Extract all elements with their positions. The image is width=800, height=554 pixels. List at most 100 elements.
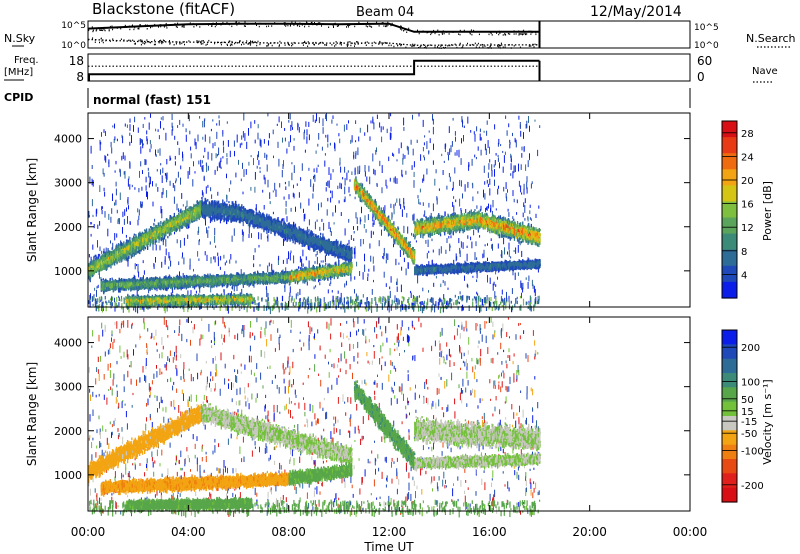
nsky-mark	[125, 25, 126, 27]
power-noise-mark	[123, 152, 124, 159]
power-noise-mark	[107, 154, 108, 156]
power-noise-mark	[195, 171, 196, 173]
power-noise-mark	[518, 116, 519, 120]
nsearch-mark	[124, 40, 125, 42]
power-noise-mark	[315, 261, 316, 264]
power-noise-mark	[395, 176, 396, 183]
nsearch-mark	[224, 42, 225, 44]
power-noise-mark	[454, 167, 455, 173]
nsearch-mark	[232, 44, 233, 46]
nsky-mark	[521, 33, 522, 35]
nsearch-mark	[347, 44, 348, 46]
power-noise-mark	[485, 208, 486, 212]
power-near-range-mark	[504, 300, 505, 304]
power-noise-mark	[108, 162, 109, 164]
power-near-range-mark	[375, 297, 376, 303]
power-noise-mark	[399, 148, 400, 153]
power-near-range-mark	[415, 297, 416, 302]
power-near-range-mark	[469, 305, 470, 311]
power-noise-mark	[349, 240, 350, 245]
noise-tick-left-top: 10^5	[61, 21, 86, 31]
power-noise-mark	[208, 226, 209, 228]
power-noise-mark	[103, 168, 104, 174]
power-noise-mark	[455, 295, 456, 298]
nsky-mark	[120, 28, 121, 30]
power-noise-mark	[160, 245, 161, 250]
nsky-mark	[369, 25, 370, 27]
power-noise-mark	[158, 129, 159, 132]
power-noise-mark	[434, 179, 435, 186]
power-noise-mark	[481, 150, 482, 156]
power-noise-mark	[163, 128, 164, 130]
nsearch-mark	[482, 44, 483, 46]
power-noise-mark	[112, 194, 113, 202]
power-near-range-mark	[501, 301, 502, 303]
nsky-mark	[492, 34, 493, 36]
power-noise-mark	[484, 193, 485, 199]
power-noise-mark	[302, 163, 303, 171]
power-noise-mark	[156, 245, 157, 251]
power-noise-mark	[104, 192, 105, 197]
power-noise-mark	[350, 179, 351, 182]
power-noise-mark	[412, 215, 413, 221]
power-near-range-mark	[444, 298, 445, 304]
nsky-mark	[529, 31, 530, 32]
power-noise-mark	[108, 214, 109, 220]
power-noise-mark	[318, 165, 319, 167]
power-noise-mark	[505, 152, 506, 155]
power-noise-mark	[428, 251, 429, 253]
power-noise-mark	[474, 131, 475, 134]
power-noise-mark	[183, 204, 184, 206]
power-noise-mark	[264, 153, 265, 158]
nsearch-mark	[354, 45, 355, 47]
power-near-range-mark	[482, 299, 483, 305]
nsky-mark	[453, 31, 454, 33]
power-noise-mark	[445, 250, 446, 254]
power-near-range-mark	[267, 296, 268, 301]
power-noise-mark	[377, 115, 378, 119]
power-near-range-mark	[480, 305, 481, 312]
nsky-mark	[442, 32, 443, 34]
power-noise-mark	[366, 177, 367, 182]
power-noise-mark	[478, 146, 479, 150]
nsky-mark	[405, 29, 406, 31]
nsearch-mark	[491, 47, 492, 49]
power-noise-mark	[531, 218, 532, 221]
power-noise-mark	[420, 154, 421, 161]
power-noise-mark	[120, 193, 121, 201]
station-title: Blackstone (fitACF)	[92, 0, 235, 18]
power-noise-mark	[515, 273, 516, 280]
power-noise-mark	[370, 136, 371, 141]
nsky-mark	[247, 23, 248, 25]
power-near-range-mark	[490, 297, 491, 301]
power-noise-mark	[168, 266, 169, 269]
nsky-mark	[514, 33, 515, 35]
power-near-range-mark	[93, 296, 94, 301]
power-noise-mark	[373, 231, 374, 234]
power-noise-mark	[525, 164, 526, 171]
nsearch-mark	[488, 47, 489, 49]
nsearch-mark	[169, 43, 170, 45]
power-noise-mark	[172, 123, 173, 128]
power-noise-mark	[154, 219, 155, 222]
power-noise-mark	[220, 158, 221, 163]
nsky-mark	[460, 30, 461, 32]
power-noise-mark	[314, 287, 315, 290]
power-near-range-mark	[354, 301, 355, 304]
nsearch-mark	[112, 38, 113, 40]
power-noise-mark	[253, 158, 254, 165]
power-noise-mark	[92, 165, 93, 169]
power-noise-mark	[276, 190, 277, 197]
power-noise-mark	[273, 212, 274, 214]
power-noise-mark	[99, 185, 100, 192]
power-noise-mark	[495, 284, 496, 287]
power-noise-mark	[352, 135, 353, 142]
power-noise-mark	[386, 180, 387, 187]
nsky-mark	[174, 23, 175, 25]
power-noise-mark	[483, 190, 484, 198]
power-noise-mark	[463, 135, 464, 142]
power-noise-mark	[100, 142, 101, 145]
power-noise-mark	[453, 196, 454, 199]
power-near-range-mark	[294, 298, 295, 302]
power-noise-mark	[223, 289, 224, 292]
